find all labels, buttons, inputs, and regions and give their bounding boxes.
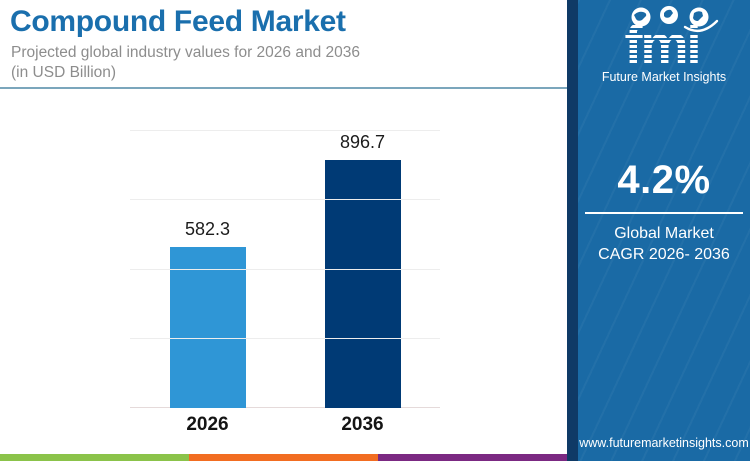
bar-value-label-2026: 582.3: [184, 219, 231, 239]
brand-panel: fmi Future Market Insights 4.2% Global M…: [567, 0, 750, 461]
cagr-value: 4.2%: [617, 158, 711, 202]
globe-europe-icon: [660, 6, 678, 24]
globe-americas-icon: [631, 7, 651, 27]
gridline-750: [130, 199, 440, 201]
chart-section: Compound Feed Market Projected global in…: [0, 5, 567, 461]
gridline-500: [130, 268, 440, 270]
globe-asia-icon: [683, 7, 719, 33]
footer-color-stripe: [0, 454, 567, 461]
fmi-logo-text: fmi: [625, 15, 700, 69]
cagr-label-line2: CAGR 2026- 2036: [598, 246, 730, 263]
gridline-1000: [130, 130, 440, 131]
fmi-logo: fmi Future Market Insights: [578, 5, 750, 84]
bar-2036: [324, 160, 401, 408]
bar-group-2026: 582.3: [169, 219, 246, 408]
stat-divider: [585, 212, 743, 214]
cagr-label: Global Market CAGR 2026- 2036: [578, 223, 750, 265]
chart-subtitle-line2: (in USD Billion): [11, 64, 117, 81]
stripe-segment-3: [378, 454, 567, 461]
x-axis-label-2036: 2036: [341, 414, 384, 435]
chart-subtitle-line1: Projected global industry values for 202…: [11, 44, 360, 61]
website-link[interactable]: www.futuremarketinsights.com: [579, 436, 749, 450]
header-divider: [0, 87, 567, 89]
fmi-logo-tagline: Future Market Insights: [601, 70, 727, 84]
bar-group-2036: 896.7: [324, 132, 401, 408]
x-axis-line: [130, 407, 440, 408]
bar-2026: [169, 247, 246, 408]
bar-value-label-2036: 896.7: [339, 132, 386, 152]
stripe-segment-1: [0, 454, 189, 461]
cagr-stat: 4.2% Global Market CAGR 2026- 2036: [578, 158, 750, 265]
fmi-logo-graphic: fmi: [625, 6, 719, 69]
page-title: Compound Feed Market: [10, 5, 346, 38]
x-axis-labels: 2026 2036: [130, 414, 440, 436]
plot-area: 582.3 896.7: [130, 130, 440, 408]
chart-subtitle: Projected global industry values for 202…: [11, 43, 360, 83]
x-axis-label-2026: 2026: [186, 414, 229, 435]
gridline-250: [130, 337, 440, 339]
panel-body: fmi Future Market Insights 4.2% Global M…: [578, 0, 750, 461]
bars-container: 582.3 896.7: [130, 91, 440, 408]
panel-edge-strip: [567, 0, 578, 461]
stripe-segment-2: [189, 454, 378, 461]
cagr-label-line1: Global Market: [614, 225, 714, 242]
